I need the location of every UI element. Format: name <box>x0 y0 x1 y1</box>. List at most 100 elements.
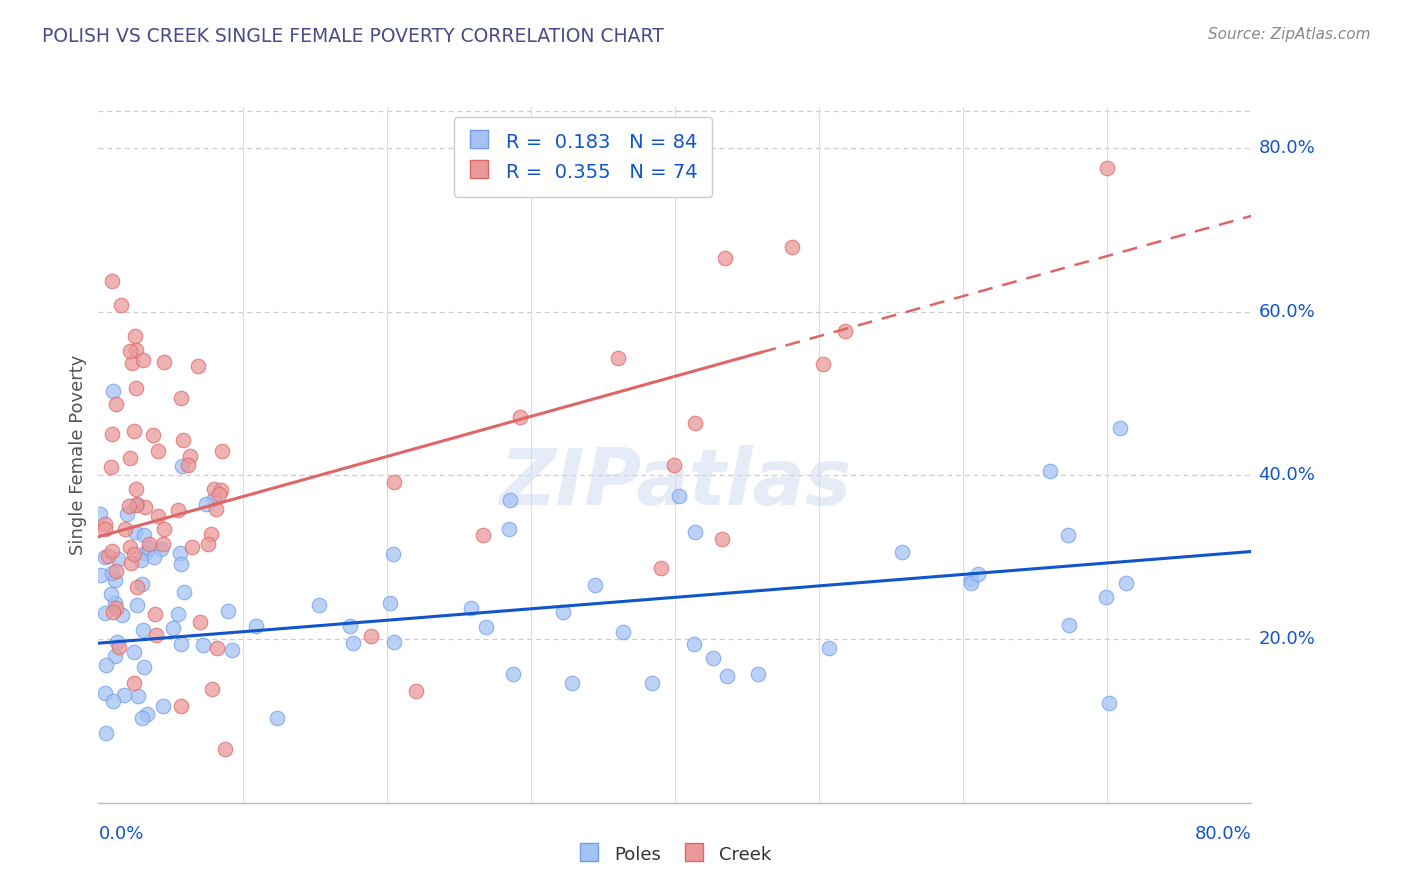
Point <box>683 637 706 651</box>
Point <box>1094 591 1116 605</box>
Point <box>204 502 226 516</box>
Point <box>650 561 672 575</box>
Point <box>105 635 128 649</box>
Point <box>134 500 156 515</box>
Y-axis label: Single Female Poverty: Single Female Poverty <box>69 355 87 555</box>
Point <box>172 433 194 447</box>
Point <box>117 500 139 514</box>
Point <box>94 725 117 739</box>
Point <box>173 584 195 599</box>
Point <box>153 522 176 536</box>
Legend: Poles, Creek: Poles, Creek <box>569 835 780 874</box>
Point <box>561 676 583 690</box>
Point <box>498 522 520 536</box>
Point <box>132 623 155 637</box>
Point <box>120 556 142 570</box>
Point <box>124 328 146 343</box>
Point <box>134 527 156 541</box>
Point <box>166 503 188 517</box>
Point <box>100 586 122 600</box>
Point <box>142 428 165 442</box>
Point <box>110 298 132 312</box>
Point <box>960 572 983 586</box>
Point <box>127 690 149 704</box>
Point <box>405 684 427 698</box>
Point <box>217 604 239 618</box>
Point <box>191 639 214 653</box>
Point <box>202 491 225 506</box>
Point <box>201 681 224 696</box>
Point <box>245 619 267 633</box>
Point <box>152 355 174 369</box>
Point <box>685 524 707 539</box>
Text: 20.0%: 20.0% <box>1258 630 1315 648</box>
Point <box>124 525 146 540</box>
Point <box>683 416 706 430</box>
Point <box>112 688 135 702</box>
Point <box>152 537 174 551</box>
Point <box>502 667 524 681</box>
Point <box>710 532 733 546</box>
Point <box>342 636 364 650</box>
Point <box>138 541 160 556</box>
Text: 80.0%: 80.0% <box>1258 139 1315 157</box>
Point <box>134 546 156 560</box>
Text: ZIPatlas: ZIPatlas <box>499 445 851 521</box>
Point <box>125 381 148 395</box>
Point <box>105 601 128 615</box>
Point <box>104 397 127 411</box>
Point <box>583 578 606 592</box>
Point <box>152 698 174 713</box>
Point <box>122 548 145 562</box>
Point <box>1115 576 1137 591</box>
Point <box>166 607 188 621</box>
Point <box>834 324 856 338</box>
Point <box>214 741 236 756</box>
Point <box>641 675 664 690</box>
Point <box>1056 528 1078 542</box>
Point <box>179 449 201 463</box>
Point <box>143 607 166 622</box>
Point <box>127 498 149 512</box>
Point <box>360 629 382 643</box>
Point <box>104 573 127 587</box>
Point <box>181 540 204 554</box>
Point <box>474 619 496 633</box>
Point <box>382 547 405 561</box>
Text: Source: ZipAtlas.com: Source: ZipAtlas.com <box>1208 27 1371 42</box>
Point <box>1057 618 1080 632</box>
Point <box>186 359 208 373</box>
Point <box>100 426 122 441</box>
Point <box>211 444 233 458</box>
Point <box>104 648 127 663</box>
Point <box>122 676 145 690</box>
Point <box>131 576 153 591</box>
Point <box>472 528 495 542</box>
Point <box>716 668 738 682</box>
Point <box>94 522 117 536</box>
Point <box>194 497 217 511</box>
Point <box>664 458 686 472</box>
Point <box>188 615 211 629</box>
Point <box>197 536 219 550</box>
Point <box>89 507 111 521</box>
Text: 40.0%: 40.0% <box>1258 467 1315 484</box>
Point <box>125 499 148 513</box>
Point <box>702 651 724 665</box>
Point <box>811 358 834 372</box>
Point <box>668 489 690 503</box>
Point <box>117 507 139 521</box>
Point <box>93 549 115 564</box>
Point <box>125 343 148 357</box>
Text: 0.0%: 0.0% <box>98 825 143 843</box>
Point <box>122 645 145 659</box>
Point <box>460 601 482 615</box>
Point <box>266 711 288 725</box>
Point <box>747 667 769 681</box>
Point <box>120 450 142 465</box>
Point <box>1098 696 1121 710</box>
Point <box>509 410 531 425</box>
Point <box>967 566 990 581</box>
Text: 60.0%: 60.0% <box>1258 302 1315 321</box>
Point <box>90 568 112 582</box>
